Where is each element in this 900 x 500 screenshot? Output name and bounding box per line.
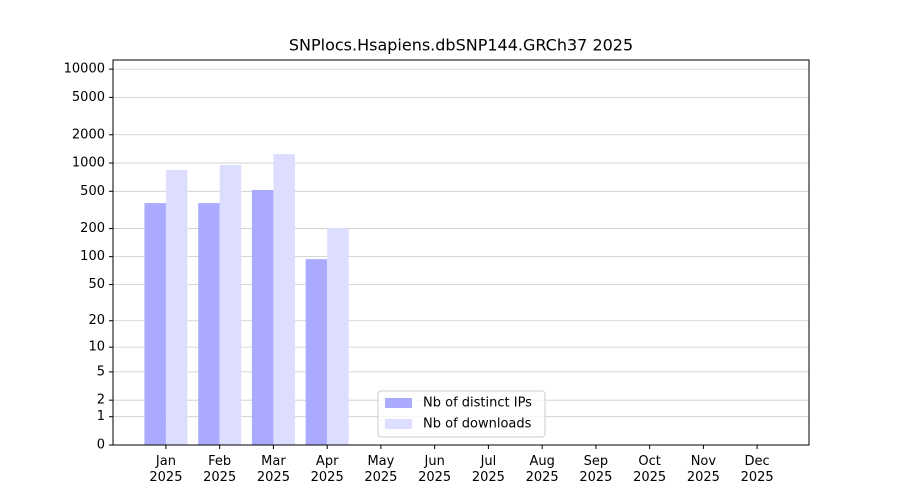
- x-tick-label: Feb 2025: [203, 454, 236, 485]
- bar: [305, 259, 328, 445]
- x-tick-label: Nov 2025: [687, 454, 720, 485]
- legend-swatch: [385, 398, 412, 408]
- y-tick-label: 200: [80, 221, 105, 236]
- y-tick-label: 50: [88, 277, 105, 292]
- x-tick-label: May 2025: [364, 454, 397, 485]
- bar: [251, 190, 274, 445]
- y-tick-label: 0: [97, 438, 105, 453]
- y-tick-label: 10: [88, 340, 105, 355]
- x-tick-label: Dec 2025: [741, 454, 774, 485]
- y-tick-label: 1000: [72, 156, 105, 171]
- bar: [327, 227, 349, 445]
- bar: [198, 203, 220, 445]
- y-tick-label: 2000: [72, 127, 105, 142]
- x-tick-label: Jun 2025: [418, 454, 451, 485]
- chart-title: SNPlocs.Hsapiens.dbSNP144.GRCh37 2025: [289, 36, 633, 55]
- x-tick-label: Aug 2025: [526, 454, 559, 485]
- bar: [165, 170, 188, 445]
- y-tick-label: 5: [97, 364, 105, 379]
- x-tick-label: Jan 2025: [149, 454, 182, 485]
- y-tick-label: 5000: [72, 90, 105, 105]
- legend: Nb of distinct IPs Nb of downloads: [377, 390, 546, 438]
- x-tick-label: Sep 2025: [579, 454, 612, 485]
- y-tick-label: 100: [80, 249, 105, 264]
- bar: [273, 154, 295, 445]
- legend-swatch: [385, 419, 412, 429]
- x-tick-label: Mar 2025: [257, 454, 290, 485]
- legend-box: [377, 390, 546, 438]
- legend-label: Nb of distinct IPs: [423, 396, 532, 411]
- axes-frame: [112, 59, 810, 446]
- y-tick-label: 2: [97, 393, 105, 408]
- y-tick-label: 20: [88, 313, 105, 328]
- bar: [219, 165, 242, 445]
- y-tick-label: 1: [97, 409, 105, 424]
- x-tick-label: Jul 2025: [472, 454, 505, 485]
- x-tick-label: Apr 2025: [311, 454, 344, 485]
- x-tick-label: Oct 2025: [633, 454, 666, 485]
- legend-label: Nb of downloads: [423, 417, 532, 432]
- bar: [144, 203, 166, 445]
- y-tick-label: 10000: [64, 62, 105, 77]
- y-tick-label: 500: [80, 184, 105, 199]
